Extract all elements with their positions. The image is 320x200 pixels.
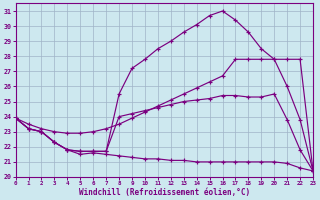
X-axis label: Windchill (Refroidissement éolien,°C): Windchill (Refroidissement éolien,°C)	[79, 188, 250, 197]
